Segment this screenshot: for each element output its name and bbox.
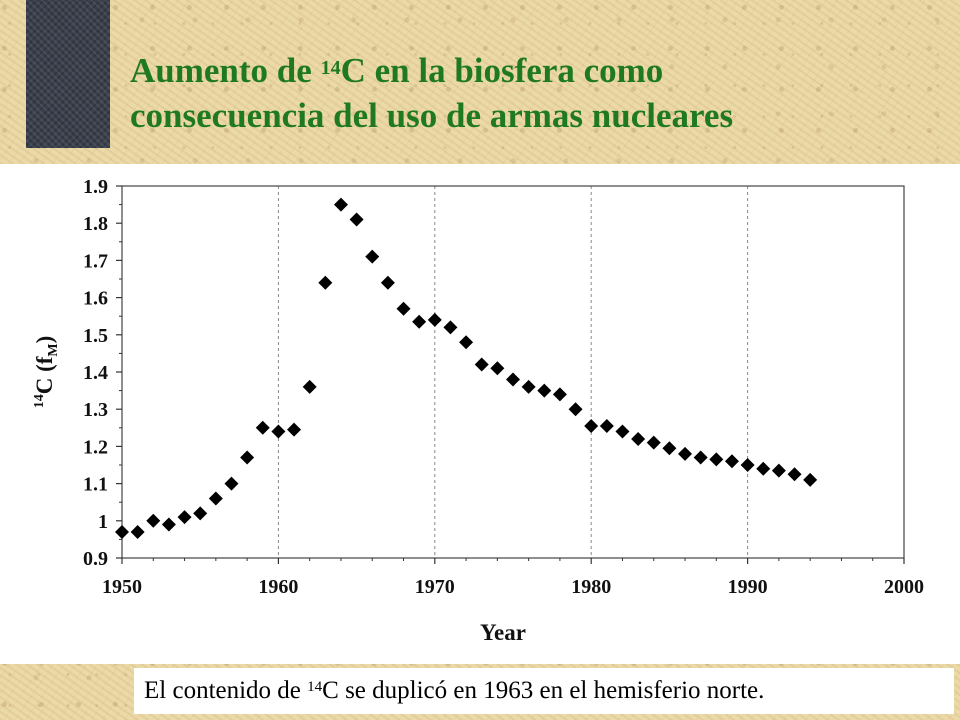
y-tick-label: 1.8 [83, 213, 108, 235]
data-point [177, 510, 192, 525]
data-point [521, 379, 536, 394]
y-tick-label: 1.9 [83, 176, 108, 198]
data-point [240, 450, 255, 465]
data-point [474, 357, 489, 372]
data-point [771, 463, 786, 478]
title-text-b: C en la biosfera como [340, 51, 664, 90]
data-point [506, 372, 520, 387]
data-point [224, 476, 239, 491]
x-tick-label: 1950 [102, 576, 142, 598]
data-point [552, 387, 567, 402]
x-tick-label: 1980 [571, 576, 611, 598]
data-point [380, 275, 395, 290]
caption-superscript: 14 [307, 679, 323, 695]
scatter-chart: 0.9 1 1.1 1.2 1.3 1.4 1.5 1.6 1.7 1.8 1.9 1950 1960 1… [32, 176, 924, 645]
data-point [693, 450, 708, 465]
data-point [631, 431, 646, 446]
title-line-2: consecuencia del uso de armas nucleares [130, 96, 734, 135]
x-tick-label: 1990 [728, 576, 768, 598]
data-point [803, 472, 818, 487]
y-tick-label: 1.6 [83, 288, 108, 310]
data-point [459, 335, 474, 350]
data-point [193, 506, 208, 521]
y-axis-label: 14C (fM) [32, 336, 61, 409]
y-axis-label-superscript: 14 [32, 394, 47, 408]
data-point [115, 524, 129, 539]
y-axis-label-subscript: M [46, 343, 61, 356]
data-point [568, 402, 583, 417]
data-point [396, 301, 411, 316]
y-tick-label: 0.9 [83, 548, 108, 570]
decorative-side-bar [26, 0, 110, 148]
x-tick-label: 1960 [258, 576, 298, 598]
y-tick-label: 1.4 [83, 362, 108, 384]
data-point [130, 524, 145, 539]
data-point [787, 467, 802, 482]
data-point [318, 275, 333, 290]
title-superscript: 14 [320, 57, 341, 79]
data-point [756, 461, 771, 476]
data-point [161, 517, 176, 532]
y-axis-label-close: ) [32, 336, 57, 344]
data-point [662, 441, 677, 456]
data-point [724, 454, 739, 469]
data-point [255, 420, 270, 435]
data-point [537, 383, 552, 398]
data-point [615, 424, 630, 439]
data-point [443, 320, 458, 335]
caption-text-a: El contenido de [144, 677, 308, 704]
y-tick-label: 1 [98, 511, 108, 533]
data-point [490, 361, 505, 376]
data-point [599, 418, 614, 433]
caption-text-b: C se duplicó en 1963 en el hemisferio no… [322, 677, 765, 704]
title-line-1: Aumento de 14C en la biosfera como [130, 48, 930, 93]
data-point [271, 424, 286, 439]
data-point [678, 446, 693, 461]
data-point [333, 197, 348, 212]
data-point [427, 312, 442, 327]
title-text-a: Aumento de [130, 51, 321, 90]
data-point [208, 491, 223, 506]
y-tick-label: 1.1 [83, 474, 108, 496]
x-tick-label: 1970 [415, 576, 455, 598]
chart-panel: 0.9 1 1.1 1.2 1.3 1.4 1.5 1.6 1.7 1.8 1.9 1950 1960 1… [0, 164, 960, 664]
data-point [584, 418, 599, 433]
y-tick-label: 1.2 [83, 436, 108, 458]
data-point [349, 212, 364, 227]
y-tick-label: 1.3 [83, 399, 108, 421]
data-point [287, 422, 302, 437]
plot-frame [121, 185, 905, 559]
caption-box: El contenido de 14C se duplicó en 1963 e… [134, 668, 954, 714]
x-tick-label: 2000 [884, 576, 924, 598]
y-tick-label: 1.5 [83, 325, 108, 347]
data-point [646, 435, 661, 450]
data-point [709, 452, 724, 467]
data-point [365, 249, 380, 264]
x-axis-label: Year [480, 620, 526, 645]
y-axis-label-main: C (f [32, 356, 57, 394]
slide-title: Aumento de 14C en la biosfera como conse… [130, 48, 930, 138]
y-tick-label: 1.7 [83, 250, 108, 272]
data-point [146, 513, 161, 528]
data-point [740, 458, 755, 472]
data-point [302, 379, 317, 394]
data-point [412, 314, 427, 329]
